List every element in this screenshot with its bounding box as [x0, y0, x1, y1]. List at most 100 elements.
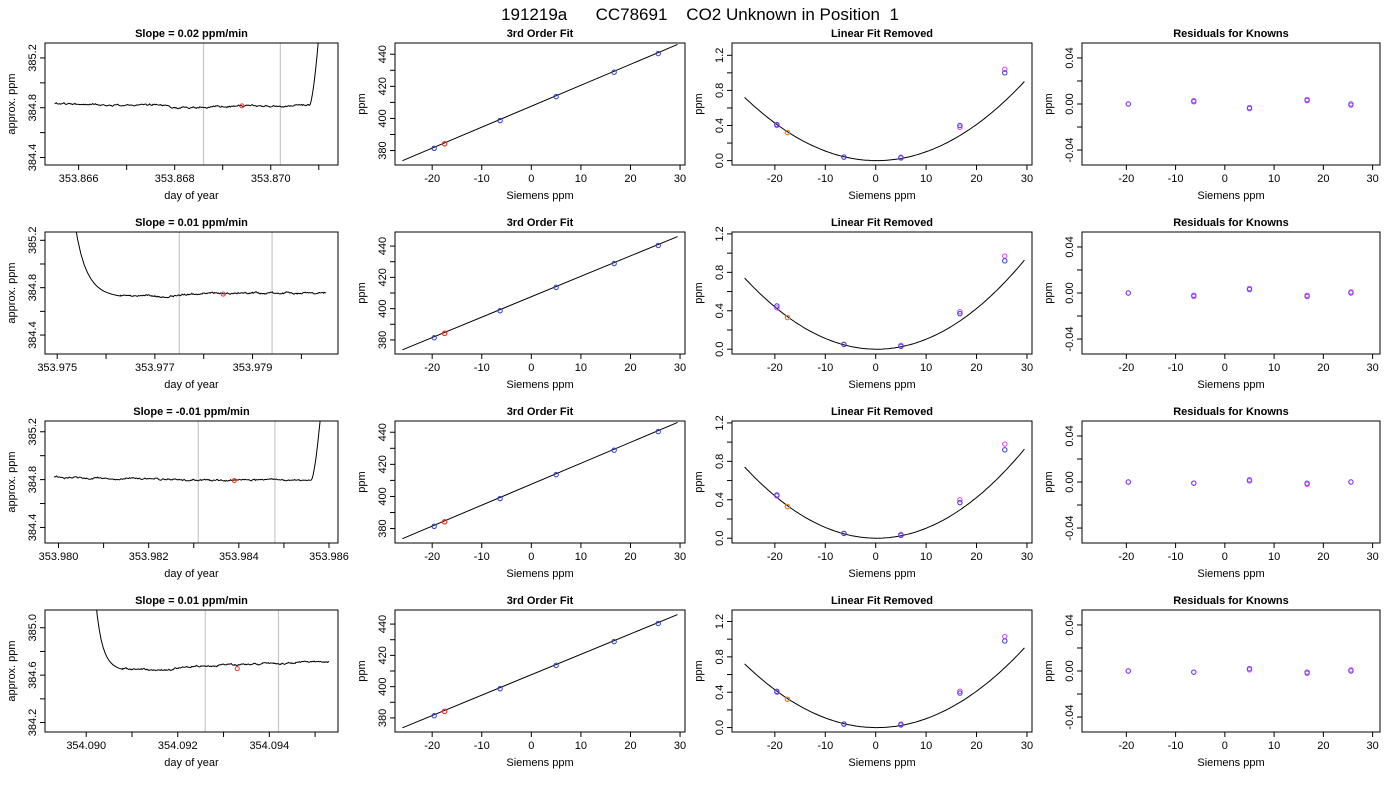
fit-line — [402, 421, 678, 540]
panel-frame — [44, 231, 339, 355]
panel-frame — [1081, 420, 1381, 544]
x-tick-label: 30 — [1021, 362, 1033, 374]
known-point — [1002, 447, 1008, 453]
x-axis-label: day of year — [164, 190, 219, 202]
known-point — [1246, 286, 1253, 293]
known-point — [1125, 668, 1132, 674]
y-tick-label: 380 — [377, 519, 389, 537]
known-point — [497, 495, 503, 502]
panel-1-3: Residuals for Knowns -20 -10 0 10 20 30 -0.04 0.… — [1043, 217, 1381, 391]
panel-title: 3rd Order Fit — [507, 406, 574, 418]
unknown-point — [441, 519, 448, 525]
known-point — [957, 310, 963, 317]
sample-marker-point — [231, 478, 237, 484]
y-tick-label: 0.0 — [714, 720, 726, 735]
x-tick-label: 0 — [873, 362, 879, 374]
panel-frame — [1081, 231, 1381, 355]
panel-frame — [1081, 42, 1381, 166]
known-point-alt — [957, 309, 963, 315]
y-axis-label: ppm — [1043, 282, 1055, 303]
y-axis-label: ppm — [693, 93, 705, 114]
known-point — [841, 154, 847, 160]
plot-area — [402, 43, 678, 162]
known-point-alt — [957, 688, 963, 695]
known-point-alt — [957, 124, 963, 130]
plot-area — [744, 633, 1025, 729]
y-tick-label: 384.6 — [27, 661, 39, 689]
x-tick-label: 30 — [674, 173, 686, 185]
x-tick-label: 10 — [920, 173, 932, 185]
unknown-point — [441, 708, 448, 715]
plot-area — [744, 66, 1025, 162]
unknown-point — [784, 314, 791, 321]
y-tick-label: 400 — [377, 299, 389, 317]
x-tick-label: 0 — [1222, 551, 1228, 563]
x-tick-label: -10 — [1168, 551, 1184, 563]
y-axis-label: ppm — [356, 93, 368, 114]
known-point — [1246, 665, 1253, 672]
known-point — [1304, 669, 1310, 675]
y-tick-label: 0.8 — [714, 454, 726, 469]
fit-line — [402, 43, 678, 162]
y-tick-label: 384.8 — [27, 274, 39, 302]
x-tick-label: -20 — [1118, 173, 1134, 185]
y-tick-label: 440 — [377, 237, 389, 255]
panel-1-0: Slope = 0.01 ppm/min 353.975 353.977 353.97… — [6, 217, 339, 391]
x-tick-label: -20 — [424, 173, 440, 185]
y-tick-label: 0.4 — [714, 492, 726, 507]
x-tick-label: -10 — [474, 551, 490, 563]
known-point — [553, 662, 559, 669]
x-tick-label: 30 — [1021, 551, 1033, 563]
y-axis-label: ppm — [693, 282, 705, 303]
y-tick-label: 400 — [377, 109, 389, 127]
x-tick-label: 30 — [1366, 362, 1378, 374]
y-tick-label: 420 — [377, 268, 389, 286]
known-point — [774, 121, 780, 128]
x-tick-label: 10 — [1268, 740, 1280, 752]
x-tick-label: 353.975 — [37, 362, 77, 374]
known-point-alt — [774, 305, 780, 311]
plot-area — [54, 43, 319, 165]
sample-marker-point — [239, 103, 245, 109]
y-tick-label: 0.8 — [714, 83, 726, 98]
unknown-point — [784, 503, 791, 510]
x-tick-label: -20 — [424, 740, 440, 752]
known-point-alt — [957, 497, 963, 503]
panel-title: Linear Fit Removed — [831, 28, 933, 40]
y-tick-label: 0.04 — [1064, 614, 1076, 635]
x-axis-label: Siemens ppm — [1197, 190, 1264, 202]
x-tick-label: 353.866 — [59, 173, 99, 185]
known-point — [497, 117, 503, 124]
y-tick-label: 0.0 — [714, 531, 726, 546]
panel-frame — [394, 231, 686, 355]
known-point — [957, 499, 963, 506]
y-tick-label: 0.00 — [1064, 471, 1076, 492]
unknown-point — [784, 129, 791, 136]
known-point — [497, 685, 503, 692]
plot-area — [53, 421, 321, 543]
x-tick-label: 0 — [873, 173, 879, 185]
x-axis-label: day of year — [164, 757, 219, 769]
panel-title: Slope = -0.01 ppm/min — [133, 406, 250, 418]
x-tick-label: 20 — [1317, 740, 1329, 752]
known-point — [1191, 98, 1197, 105]
x-tick-label: 20 — [1317, 173, 1329, 185]
x-tick-label: 10 — [1268, 362, 1280, 374]
known-point-alt — [1002, 253, 1008, 259]
known-point — [1191, 669, 1197, 675]
fit-line — [402, 236, 678, 351]
x-axis-label: Siemens ppm — [848, 190, 915, 202]
plot-area — [402, 236, 678, 351]
sample-marker-point — [220, 291, 226, 297]
panel-title: 3rd Order Fit — [507, 28, 574, 40]
known-point — [611, 638, 617, 645]
y-tick-label: 385.2 — [27, 44, 39, 72]
concentration-trace — [54, 43, 319, 110]
panel-frame — [44, 420, 339, 544]
panel-frame — [731, 609, 1033, 733]
x-axis-label: Siemens ppm — [506, 190, 573, 202]
known-point — [611, 69, 617, 75]
panel-1-1: 3rd Order Fit -20 -10 0 10 20 30 380 400 420 440 Si… — [356, 217, 686, 391]
y-tick-label: 384.4 — [27, 321, 39, 349]
y-axis-label: ppm — [1043, 93, 1055, 114]
